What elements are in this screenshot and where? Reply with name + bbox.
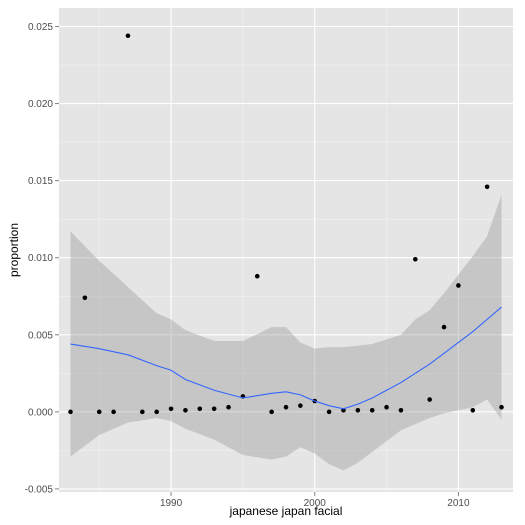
data-point (413, 256, 418, 262)
axis-ticks: 1990 2000 2010 -0.005 0.000 0.005 0.010 0.015 0.… (25, 22, 470, 509)
data-point (283, 404, 289, 410)
data-point (398, 408, 404, 413)
data-point (125, 33, 131, 39)
x-tick-label: 2000 (304, 498, 327, 509)
data-point (427, 397, 432, 402)
x-tick-label: 1990 (160, 498, 183, 509)
data-point (326, 409, 332, 415)
y-axis-title: proportion (7, 223, 21, 277)
data-point (441, 324, 447, 330)
data-point (384, 404, 389, 410)
y-tick-label: 0.010 (28, 253, 53, 264)
y-tick-label: 0.020 (28, 99, 53, 110)
x-tick-label: 2010 (447, 498, 470, 509)
data-point (197, 406, 203, 412)
y-tick-label: -0.005 (25, 484, 54, 495)
data-point (82, 295, 88, 301)
confidence-band-area (70, 194, 502, 471)
data-point (341, 408, 346, 413)
data-point (68, 409, 73, 415)
data-point (254, 273, 260, 279)
data-point (499, 404, 504, 410)
y-tick-label: 0.025 (28, 22, 53, 33)
y-tick-label: 0.005 (28, 330, 53, 341)
y-tick-label: 0.000 (28, 407, 53, 418)
data-point (369, 408, 375, 413)
smooth-line-layer (70, 306, 502, 410)
data-point (211, 406, 217, 412)
data-points (68, 33, 504, 415)
confidence-band (70, 194, 502, 471)
data-point (269, 409, 274, 415)
data-point (298, 403, 303, 408)
data-point (456, 283, 461, 288)
grid-lines (59, 8, 513, 492)
smooth-line (70, 306, 502, 410)
x-axis-title: japanese japan facial (229, 504, 343, 518)
data-point (470, 408, 476, 413)
data-point (226, 404, 231, 410)
data-point (484, 184, 490, 190)
data-point (140, 409, 145, 415)
data-point (168, 406, 174, 412)
data-point (355, 408, 361, 413)
y-tick-label: 0.015 (28, 176, 53, 187)
data-point (183, 408, 188, 413)
data-point (154, 409, 159, 415)
data-point (96, 409, 102, 415)
data-point (111, 409, 116, 415)
